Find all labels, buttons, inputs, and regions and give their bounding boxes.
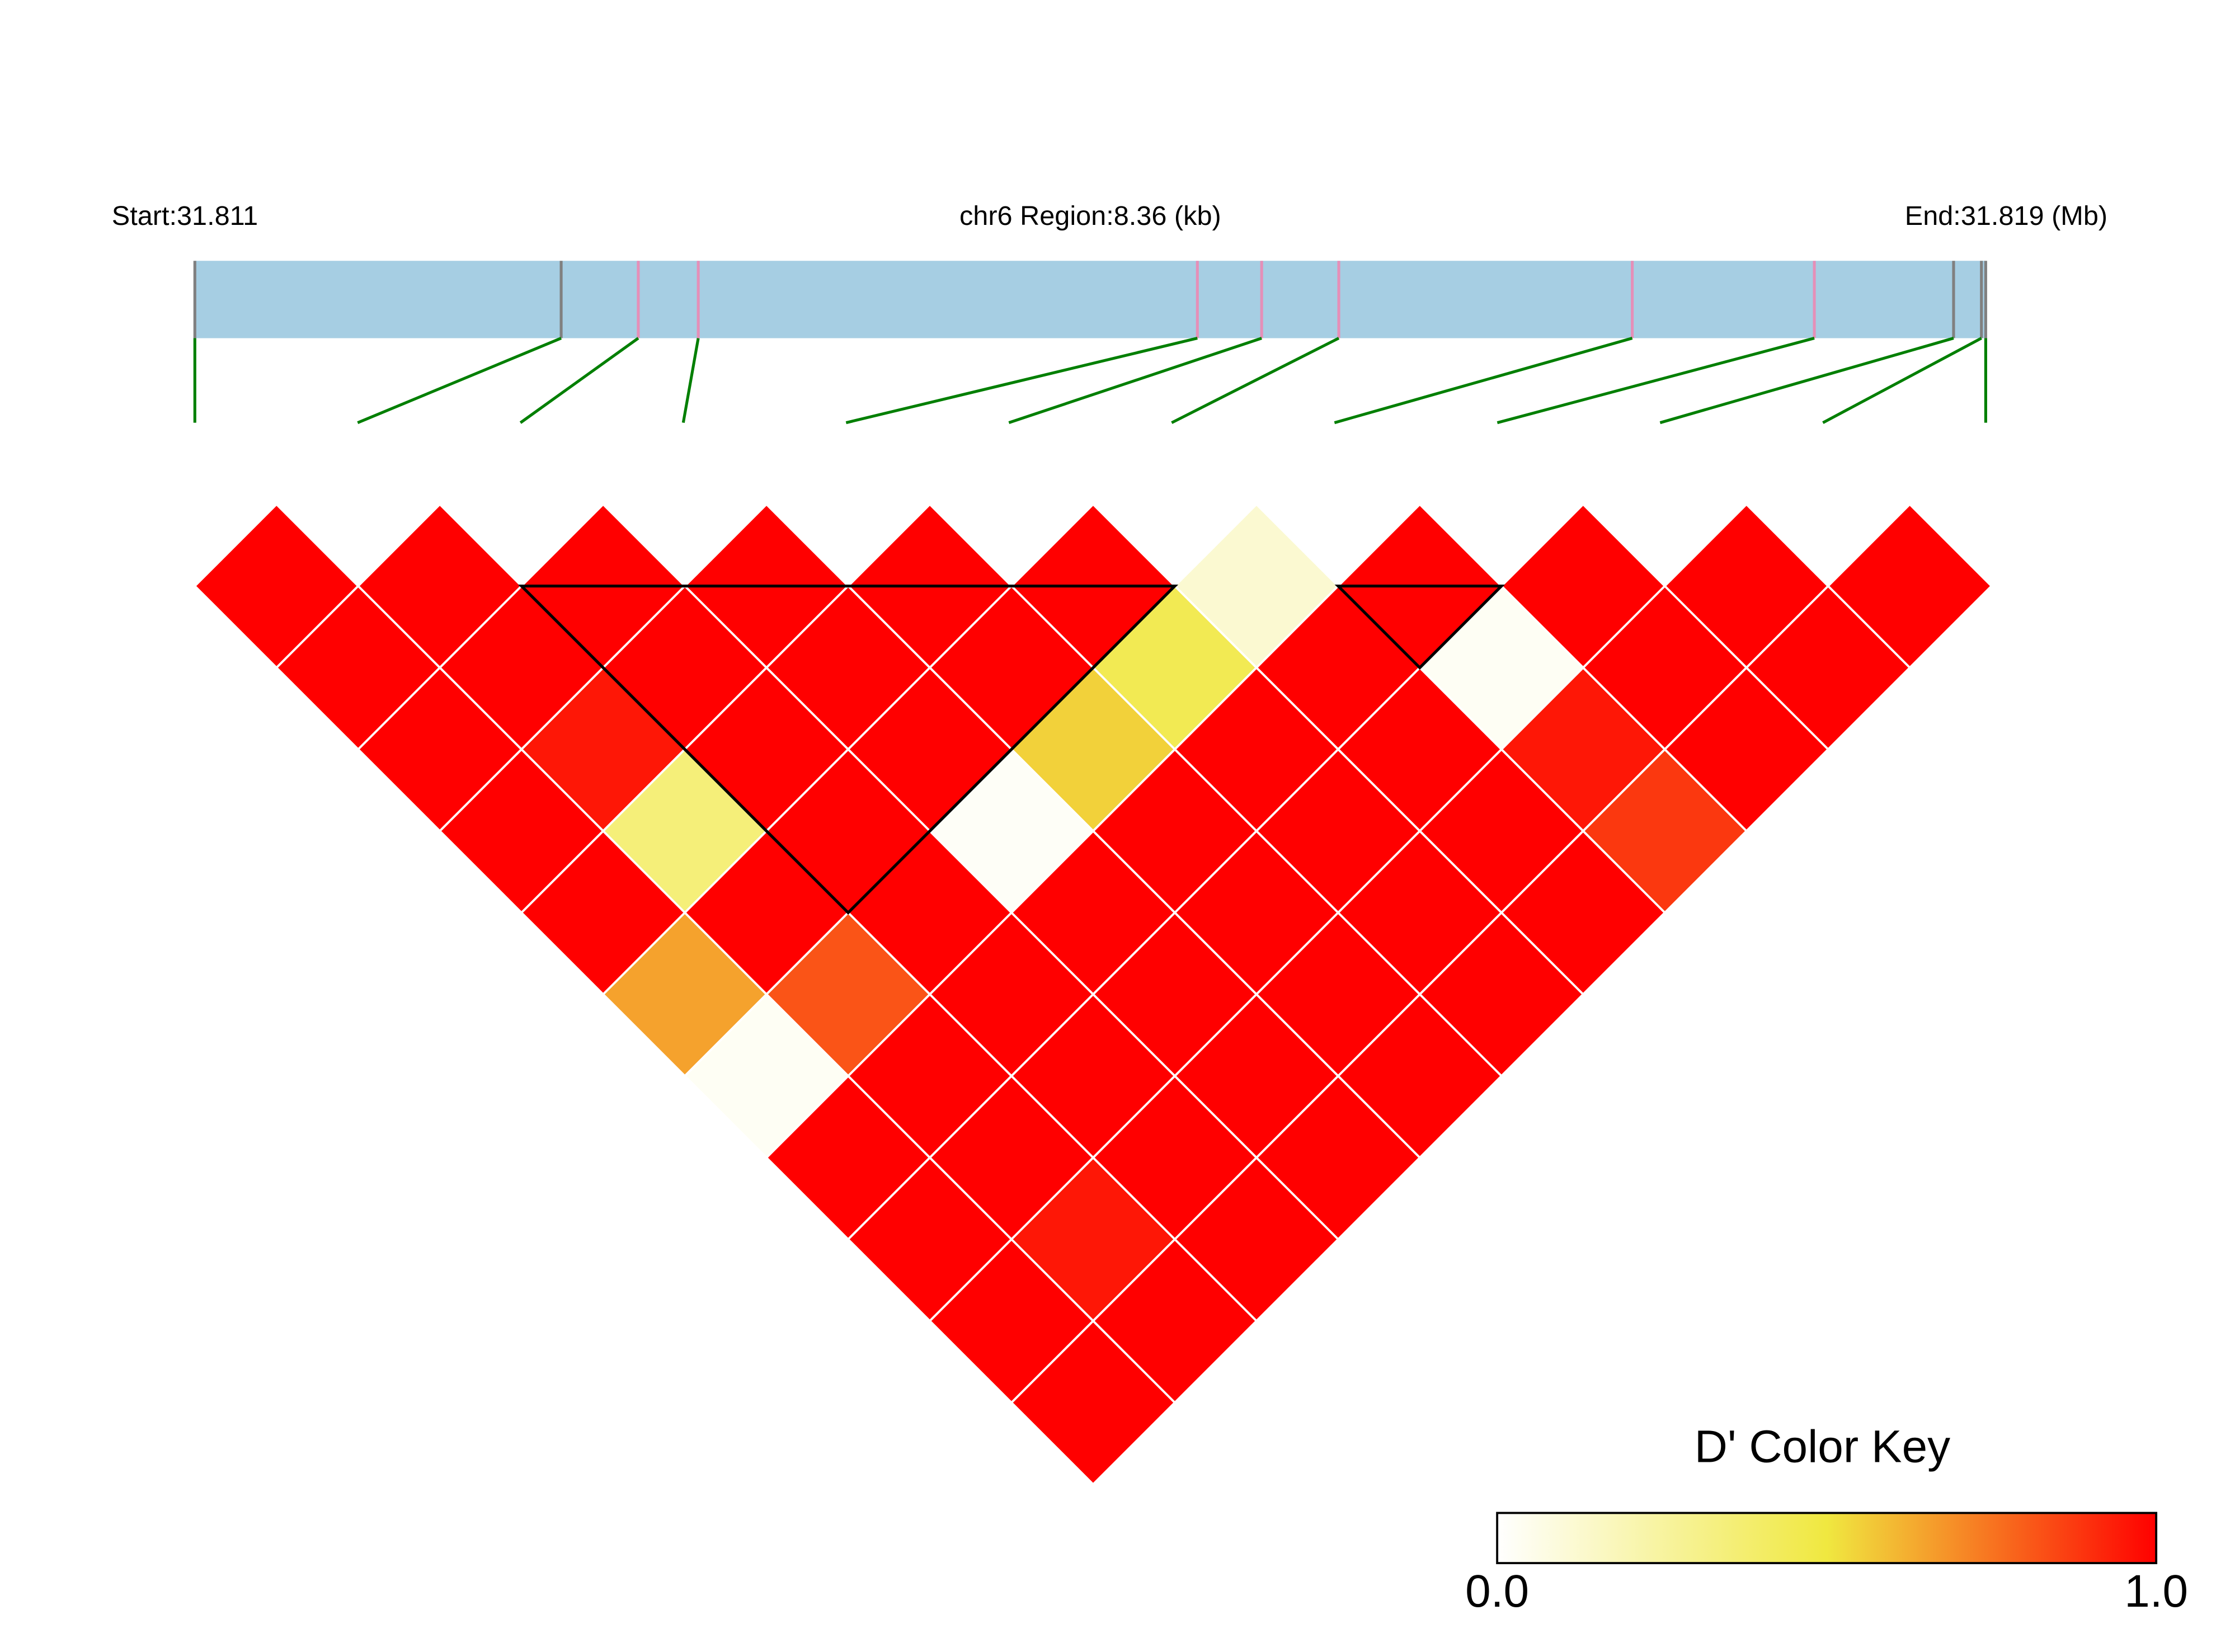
region-label: chr6 Region:8.36 (kb)	[959, 201, 1221, 231]
snp-connector	[845, 337, 1198, 425]
haplotype-block	[1334, 584, 1505, 670]
ld-cell	[1010, 1319, 1177, 1486]
snp-connector	[1008, 337, 1262, 425]
haplotype-block	[517, 584, 1179, 915]
snp-connector	[1659, 337, 1954, 425]
start-label: Start:31.811	[112, 201, 258, 231]
snp-connector	[1171, 337, 1340, 424]
snp-connector	[1822, 337, 1982, 424]
snp-connector	[681, 338, 700, 423]
snp-connector	[519, 337, 639, 424]
colorbar-tick-label: 1.0	[2124, 1566, 2188, 1617]
snp-connector	[1497, 337, 1815, 425]
region-track	[195, 261, 1986, 338]
end-label: End:31.819 (Mb)	[1905, 201, 2107, 231]
colorbar-title: D' Color Key	[1695, 1421, 1950, 1472]
colorbar	[1496, 1512, 2158, 1565]
snp-connector	[1334, 337, 1633, 425]
snp-connector	[357, 337, 562, 424]
colorbar-tick-label: 0.0	[1465, 1566, 1529, 1617]
